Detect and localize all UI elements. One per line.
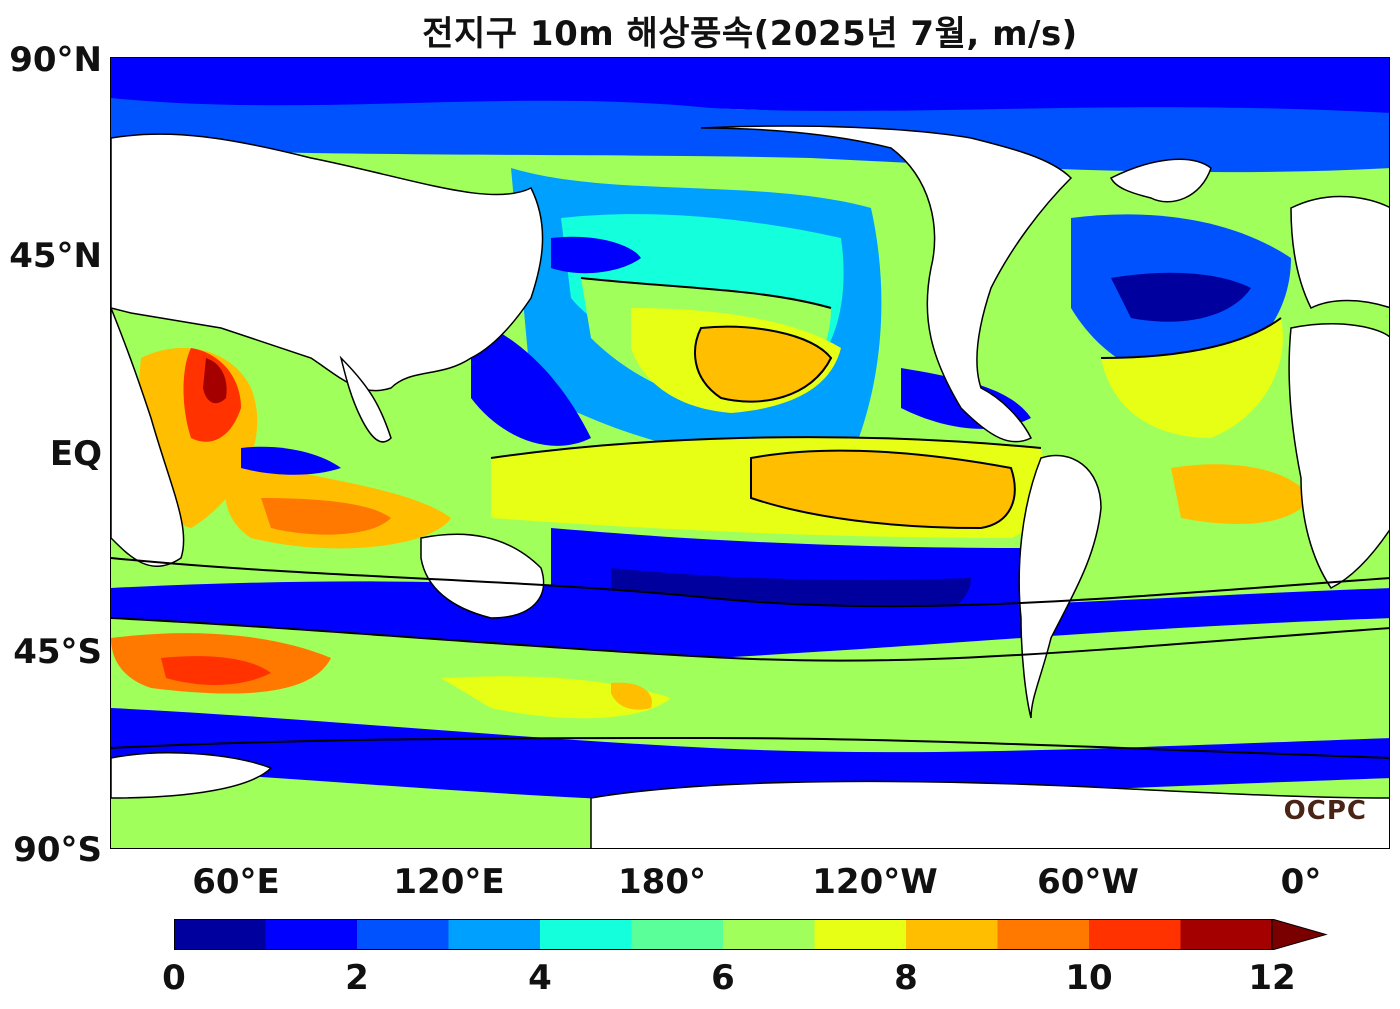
- colorbar-segment: [814, 919, 907, 950]
- colorbar-segment: [906, 919, 998, 950]
- north-atlantic-calm: [1111, 272, 1251, 322]
- colorbar-tick-label: 12: [1248, 958, 1296, 998]
- west-pacific-low-wind: [471, 318, 591, 446]
- ocpc-logo: OCPC: [1283, 796, 1367, 826]
- lon-label-180: 180°: [618, 862, 706, 902]
- lat-label-45s: 45°S: [13, 632, 102, 672]
- lat-label-90s: 90°S: [13, 830, 102, 870]
- lat-label-90n: 90°N: [9, 40, 102, 80]
- colorbar-tick-label: 0: [162, 958, 186, 998]
- wind-speed-map: OCPC: [110, 57, 1390, 849]
- lon-label-60w: 60°W: [1037, 862, 1139, 902]
- colorbar-segment: [265, 919, 358, 950]
- colorbar-svg: [174, 918, 1328, 951]
- lon-label-60e: 60°E: [192, 862, 280, 902]
- arctic-wind-zone-2: [111, 98, 1389, 173]
- lon-label-0: 0°: [1280, 862, 1322, 902]
- lon-label-120w: 120°W: [812, 862, 938, 902]
- colorbar-border: [174, 919, 1272, 950]
- south-pacific-westerlies-core: [611, 682, 652, 710]
- colorbar-tick-label: 10: [1065, 958, 1113, 998]
- colorbar-segment: [997, 919, 1090, 950]
- map-canvas: [111, 58, 1389, 848]
- colorbar-segment: [1180, 919, 1273, 950]
- chart-title: 전지구 10m 해상풍속(2025년 7월, m/s): [422, 14, 1078, 54]
- north-pacific-high-wind: [695, 326, 831, 402]
- colorbar-segment: [540, 919, 632, 950]
- colorbar-segment: [631, 919, 724, 950]
- colorbar-segment: [357, 919, 449, 950]
- equatorial-indian-low: [241, 446, 341, 475]
- lat-label-eq: EQ: [49, 434, 102, 474]
- colorbar-tick-label: 2: [345, 958, 369, 998]
- colorbar-tick-label: 8: [894, 958, 918, 998]
- colorbar-segment: [174, 919, 266, 950]
- colorbar-segment: [1089, 919, 1181, 950]
- north-pacific-low-wind: [551, 236, 641, 274]
- lon-label-120e: 120°E: [393, 862, 505, 902]
- colorbar-extend-arrow: [1271, 918, 1328, 951]
- south-indian-trades-core: [261, 498, 391, 535]
- colorbar-segment: [448, 919, 541, 950]
- contour-lines: [111, 277, 1389, 759]
- tropical-pacific-high-wind: [751, 450, 1015, 528]
- lat-label-45n: 45°N: [9, 236, 102, 276]
- atlantic-trades: [1101, 318, 1283, 438]
- antarctic-low-band: [111, 708, 1389, 803]
- colorbar-segment: [723, 919, 815, 950]
- colorbar-tick-label: 4: [528, 958, 552, 998]
- colorbar-tick-label: 6: [711, 958, 735, 998]
- southern-indian-westerlies-core: [161, 656, 271, 685]
- southern-ocean-westerlies: [111, 618, 1389, 758]
- somali-jet: [203, 358, 227, 404]
- south-atlantic-trades: [1171, 464, 1311, 524]
- colorbar: [174, 918, 1334, 951]
- land-masses: [111, 125, 1389, 848]
